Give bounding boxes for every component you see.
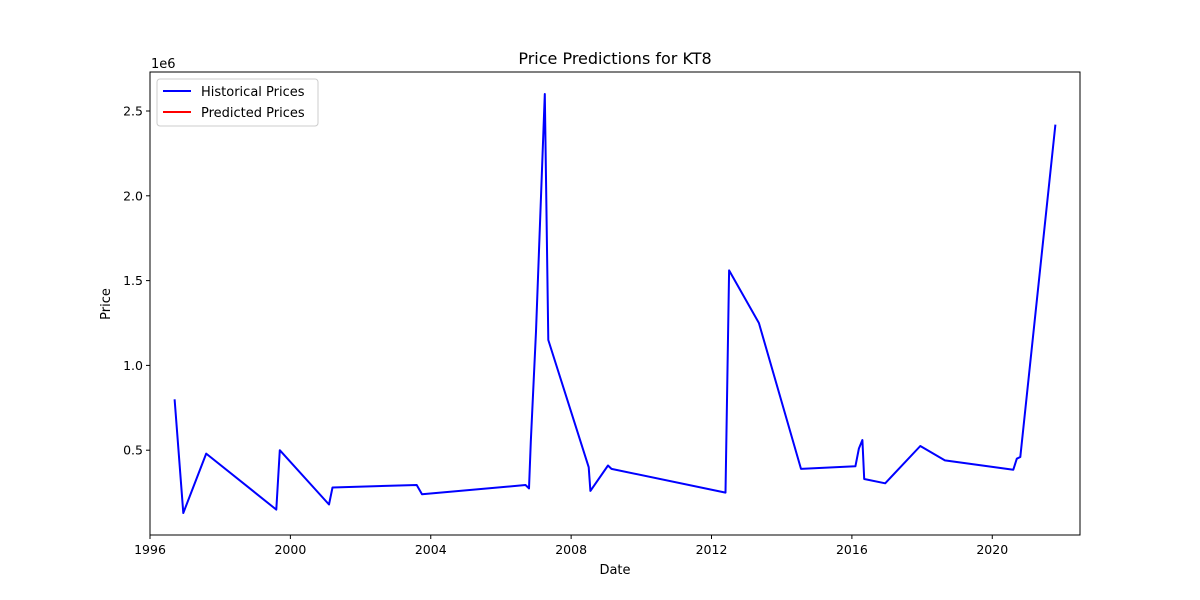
x-axis-ticks: 1996 2000 2004 2008 2012 2016 2020 (134, 535, 1008, 557)
y-tick-label: 1.5 (123, 273, 143, 288)
x-tick-label: 1996 (134, 542, 166, 557)
legend-box (156, 78, 319, 127)
chart-title: Price Predictions for KT8 (518, 49, 711, 68)
y-axis-ticks: 0.5 1.0 1.5 2.0 2.5 (123, 104, 150, 458)
legend: Historical Prices Predicted Prices (156, 78, 319, 127)
legend-label-predicted: Predicted Prices (201, 106, 305, 121)
x-tick-label: 2004 (415, 542, 447, 557)
x-tick-label: 2012 (696, 542, 728, 557)
series-line-historical (173, 93, 1057, 514)
y-tick-label: 0.5 (123, 443, 143, 458)
legend-label-historical: Historical Prices (201, 85, 305, 100)
y-tick-label: 1.0 (123, 358, 143, 373)
series-lines (173, 93, 1057, 514)
x-tick-label: 2020 (976, 542, 1008, 557)
y-tick-label: 2.5 (123, 104, 143, 119)
x-axis-label: Date (599, 563, 630, 578)
plot-frame (149, 71, 1081, 536)
x-tick-label: 2000 (274, 542, 306, 557)
x-tick-label: 2016 (836, 542, 868, 557)
y-tick-label: 2.0 (123, 188, 143, 203)
y-axis-label: Price (99, 288, 114, 320)
y-axis-offset-label: 1e6 (151, 57, 176, 72)
x-tick-label: 2008 (555, 542, 587, 557)
